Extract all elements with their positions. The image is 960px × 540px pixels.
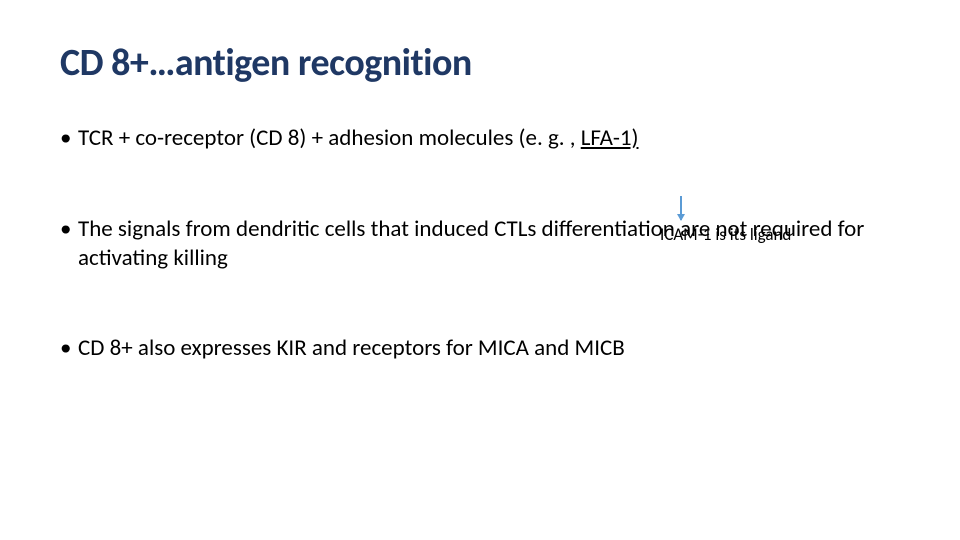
bullet-item: TCR + co-receptor (CD 8) + adhesion mole… (60, 124, 910, 153)
bullet-item: CD 8+ also expresses KIR and receptors f… (60, 334, 910, 363)
bullet-text-underlined: LFA-1) (581, 124, 639, 152)
slide-container: CD 8+…antigen recognition TCR + co-recep… (0, 0, 960, 540)
bullet-text-prefix: CD 8+ also expresses KIR and receptors f… (78, 334, 625, 362)
annotation-text: ICAM-1 is its ligand (660, 224, 791, 245)
arrow-icon (680, 196, 682, 220)
slide-title: CD 8+…antigen recognition (60, 40, 910, 86)
bullet-text-prefix: TCR + co-receptor (CD 8) + adhesion mole… (78, 124, 581, 152)
